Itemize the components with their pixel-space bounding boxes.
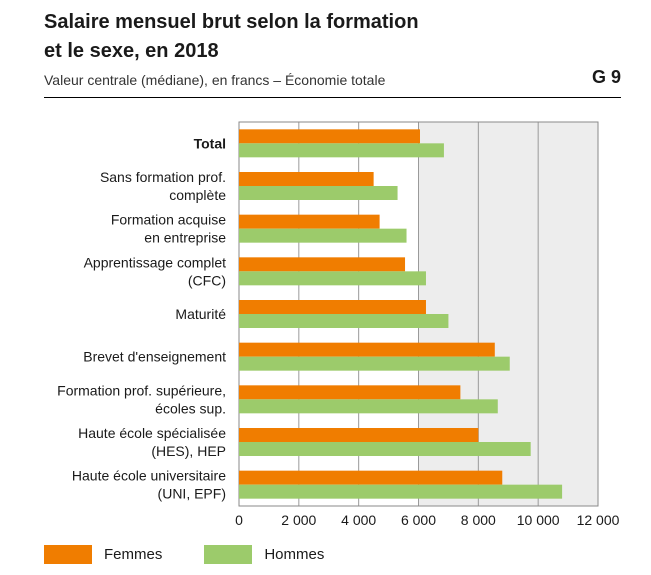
header-rule bbox=[44, 97, 621, 98]
category-label: Haute école spécialisée (HES), HEP bbox=[78, 425, 226, 459]
x-tick-label: 10 000 bbox=[517, 512, 560, 528]
x-tick-label: 4 000 bbox=[341, 512, 376, 528]
category-label: Formation prof. supérieure, écoles sup. bbox=[57, 382, 226, 416]
bar-hommes bbox=[239, 484, 563, 499]
bar-hommes bbox=[239, 186, 398, 200]
bar-femmes bbox=[239, 428, 479, 442]
bar-hommes bbox=[239, 399, 498, 414]
bar-hommes bbox=[239, 356, 510, 371]
legend-swatch-hommes bbox=[204, 545, 253, 564]
legend-label-femmes: Femmes bbox=[104, 546, 163, 563]
category-label: Haute école universitaire (UNI, EPF) bbox=[72, 468, 226, 502]
x-tick-label: 2 000 bbox=[281, 512, 316, 528]
chart-title: Salaire mensuel brut selon la formation … bbox=[44, 11, 419, 62]
chart-legend: Femmes Hommes bbox=[44, 545, 366, 564]
bar-femmes bbox=[239, 470, 503, 485]
bar-hommes bbox=[239, 271, 426, 286]
chart-subtitle: Valeur centrale (médiane), en francs – É… bbox=[44, 72, 386, 88]
category-label: Sans formation prof. complète bbox=[100, 169, 226, 203]
figure-number: G 9 bbox=[591, 67, 621, 87]
salary-bar-chart: Total Sans formation prof. complète Formati… bbox=[57, 121, 620, 528]
category-label: Maturité bbox=[175, 306, 226, 322]
bar-femmes bbox=[239, 214, 380, 229]
x-tick-label: 12 000 bbox=[577, 512, 620, 528]
bar-hommes bbox=[239, 314, 449, 328]
bar-hommes bbox=[239, 143, 444, 158]
category-label: Total bbox=[194, 135, 226, 151]
bar-femmes bbox=[239, 129, 420, 144]
category-label: Apprentissage complet (CFC) bbox=[84, 254, 227, 288]
x-tick-label: 6 000 bbox=[401, 512, 436, 528]
legend-item-femmes: Femmes bbox=[44, 545, 162, 564]
legend-label-hommes: Hommes bbox=[264, 546, 325, 563]
bar-femmes bbox=[239, 342, 495, 357]
bar-femmes bbox=[239, 257, 406, 272]
x-tick-label: 8 000 bbox=[461, 512, 496, 528]
bar-femmes bbox=[239, 172, 374, 186]
bar-hommes bbox=[239, 228, 407, 243]
bar-femmes bbox=[239, 385, 461, 400]
category-label: Formation acquise en entreprise bbox=[111, 212, 226, 246]
legend-item-hommes: Hommes bbox=[204, 545, 324, 564]
legend-swatch-femmes bbox=[44, 545, 92, 564]
bar-hommes bbox=[239, 442, 531, 456]
category-label: Brevet d'enseignement bbox=[83, 349, 226, 365]
x-tick-label: 0 bbox=[235, 512, 243, 528]
bar-femmes bbox=[239, 300, 426, 314]
